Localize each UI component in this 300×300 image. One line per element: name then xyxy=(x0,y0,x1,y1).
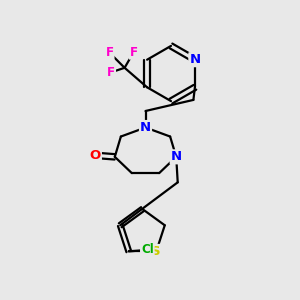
Text: F: F xyxy=(106,46,114,59)
Text: N: N xyxy=(189,53,200,66)
Text: N: N xyxy=(171,150,182,163)
Text: F: F xyxy=(130,46,138,59)
Text: O: O xyxy=(90,149,101,162)
Text: Cl: Cl xyxy=(141,243,154,256)
Text: S: S xyxy=(152,245,161,258)
Text: F: F xyxy=(107,66,115,79)
Text: N: N xyxy=(140,121,151,134)
